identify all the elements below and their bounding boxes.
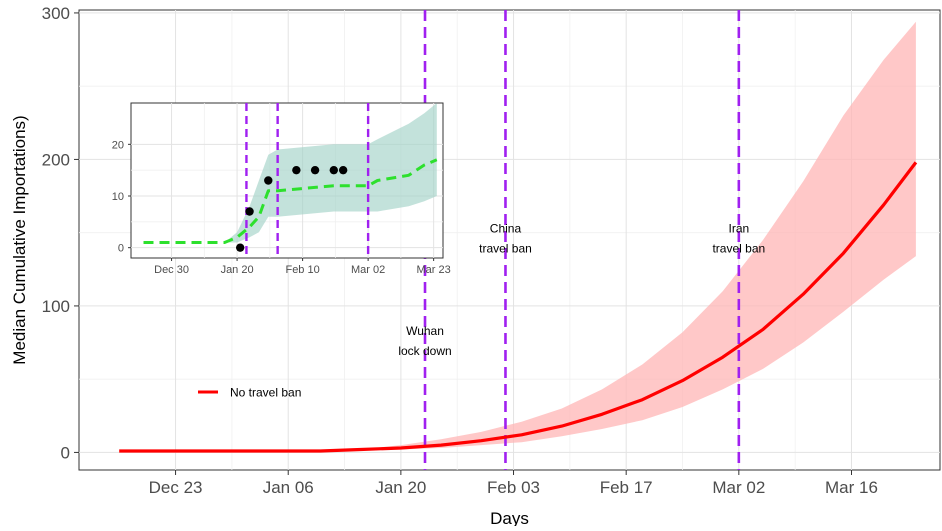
x-tick-label: Mar 02 (712, 478, 765, 497)
event-label: Wuhan (406, 324, 444, 338)
observed-point (236, 243, 245, 252)
x-tick-label: Jan 20 (221, 264, 254, 276)
observed-point (338, 165, 348, 175)
y-tick-label: 0 (118, 243, 124, 255)
y-tick-label: 10 (112, 191, 124, 203)
series-0-interval-band (119, 21, 916, 451)
series-0-median-line (143, 158, 438, 244)
event-label: travel ban (712, 242, 765, 256)
y-axis-title: Median Cumulative Importations) (10, 115, 29, 364)
observed-point (245, 207, 254, 216)
y-tick-label: 20 (112, 139, 124, 151)
observed-point (292, 165, 301, 175)
x-tick-label: Dec 23 (149, 478, 203, 497)
inset-plot: Dec 30 Jan 20 Feb 10 Mar 02 Mar 23 0 10 20 (112, 102, 451, 276)
series-0-median-line (119, 161, 918, 453)
observed-point (264, 176, 273, 185)
x-tick-label: Mar 16 (825, 478, 878, 497)
event-label: Iran (728, 222, 749, 236)
x-tick-label: Jan 06 (263, 478, 314, 497)
y-tick-label: 200 (42, 151, 70, 170)
observed-point (329, 165, 338, 175)
x-tick-label: Feb 03 (487, 478, 540, 497)
event-label: travel ban (479, 242, 532, 256)
x-axis-title: Days (490, 509, 529, 526)
y-tick-label: 100 (42, 297, 70, 316)
x-tick-label: Mar 23 (417, 264, 451, 276)
observed-point (310, 165, 320, 175)
event-label: China (490, 222, 522, 236)
x-tick-label: Mar 02 (351, 264, 385, 276)
x-tick-label: Dec 30 (154, 264, 189, 276)
event-label: lock down (398, 344, 451, 358)
legend-label: No travel ban (230, 386, 301, 400)
y-tick-label: 0 (61, 444, 70, 463)
main-plot: Wuhan lock down China travel ban Iran travel … (10, 4, 941, 528)
y-tick-label: 300 (42, 4, 70, 23)
x-tick-label: Feb 17 (600, 478, 653, 497)
x-tick-label: Jan 20 (375, 478, 426, 497)
series-0-interval-band (143, 103, 437, 243)
x-tick-label: Feb 10 (285, 264, 319, 276)
